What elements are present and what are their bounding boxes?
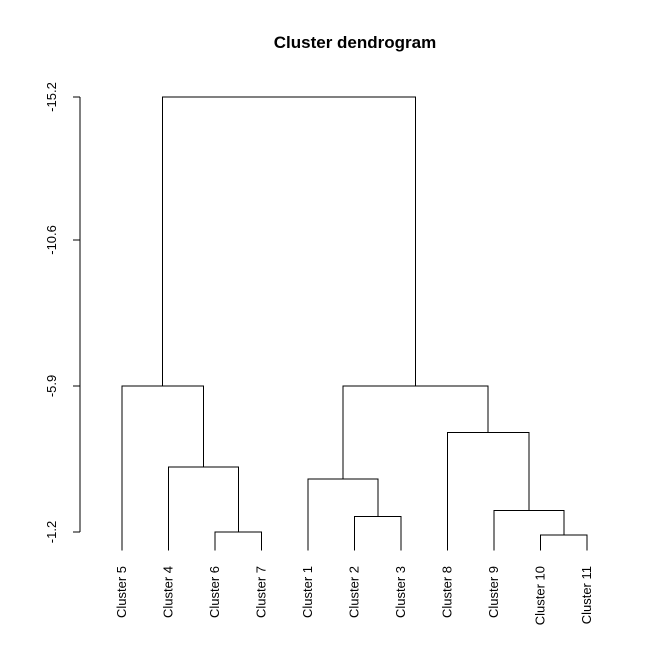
leaf-label: Cluster 4 <box>161 566 176 618</box>
y-axis: -15.2 -10.6 -5.9 -1.2 <box>44 82 81 543</box>
leaf-labels: Cluster 5 Cluster 4 Cluster 6 Cluster 7 Clus… <box>114 566 594 625</box>
y-tick-label: -1.2 <box>44 521 59 543</box>
dendrogram-links <box>121 96 588 551</box>
merge-link-m4 <box>493 509 565 551</box>
leaf-label: Cluster 3 <box>393 566 408 618</box>
leaf-label: Cluster 2 <box>347 566 362 618</box>
merge-link-m7 <box>447 432 530 551</box>
leaf-label: Cluster 8 <box>440 566 455 618</box>
leaf-label: Cluster 11 <box>579 566 594 624</box>
leaf-label: Cluster 10 <box>533 566 548 625</box>
leaf-label: Cluster 6 <box>207 566 222 618</box>
merge-link-m3 <box>354 515 402 551</box>
leaf-label: Cluster 1 <box>300 566 315 618</box>
leaf-label: Cluster 5 <box>114 566 129 618</box>
y-tick-label: -10.6 <box>44 225 59 255</box>
leaf-label: Cluster 7 <box>254 566 269 618</box>
leaf-label: Cluster 9 <box>486 566 501 618</box>
chart-title: Cluster dendrogram <box>274 33 436 52</box>
merge-link-m1 <box>540 534 588 551</box>
merge-link-m5 <box>307 478 379 551</box>
y-tick-label: -15.2 <box>44 82 59 112</box>
merge-link-m2 <box>214 531 262 551</box>
merge-link-m9 <box>121 385 204 551</box>
y-tick-label: -5.9 <box>44 375 59 397</box>
merge-link-m6 <box>168 466 239 551</box>
merge-link-m10 <box>162 96 417 386</box>
